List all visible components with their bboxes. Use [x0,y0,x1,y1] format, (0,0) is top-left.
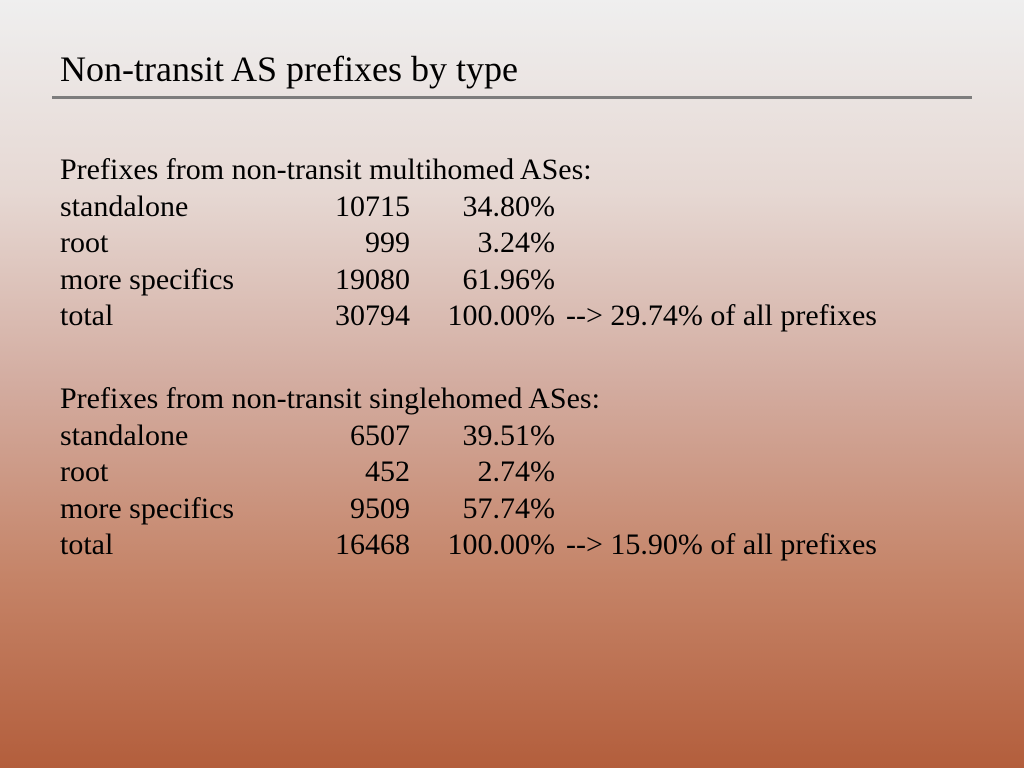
row-percent: 57.74% [462,491,556,525]
row-label: root [60,455,109,488]
section-heading: Prefixes from non-transit singlehomed AS… [60,382,600,415]
title-rule [52,96,972,99]
row-label: more specifics [60,491,235,525]
row-label: root [60,226,109,259]
row-count: 452 [365,455,410,488]
row-percent: 3.24% [477,226,556,259]
row-note: --> 15.90% of all prefixes [566,528,877,561]
row-count: 19080 [335,262,410,296]
row-count: 30794 [335,299,410,332]
row-percent: 39.51% [462,418,556,452]
row-label: more specifics [60,262,235,296]
row-label: total [60,528,114,561]
row-count: 10715 [335,189,410,223]
row-percent: 61.96% [462,262,556,296]
slide-title: Non-transit AS prefixes by type [60,49,518,89]
row-label: standalone [60,418,189,452]
row-label: total [60,299,114,332]
row-count: 999 [365,226,410,259]
row-count: 6507 [350,418,410,452]
row-percent: 100.00% [447,299,556,332]
row-count: 16468 [335,528,410,561]
row-note: --> 29.74% of all prefixes [566,299,877,332]
row-count: 9509 [350,491,410,525]
row-percent: 2.74% [477,455,556,488]
row-percent: 100.00% [447,528,556,561]
row-percent: 34.80% [462,189,556,223]
row-label: standalone [60,189,189,223]
section-heading: Prefixes from non-transit multihomed ASe… [60,153,592,186]
